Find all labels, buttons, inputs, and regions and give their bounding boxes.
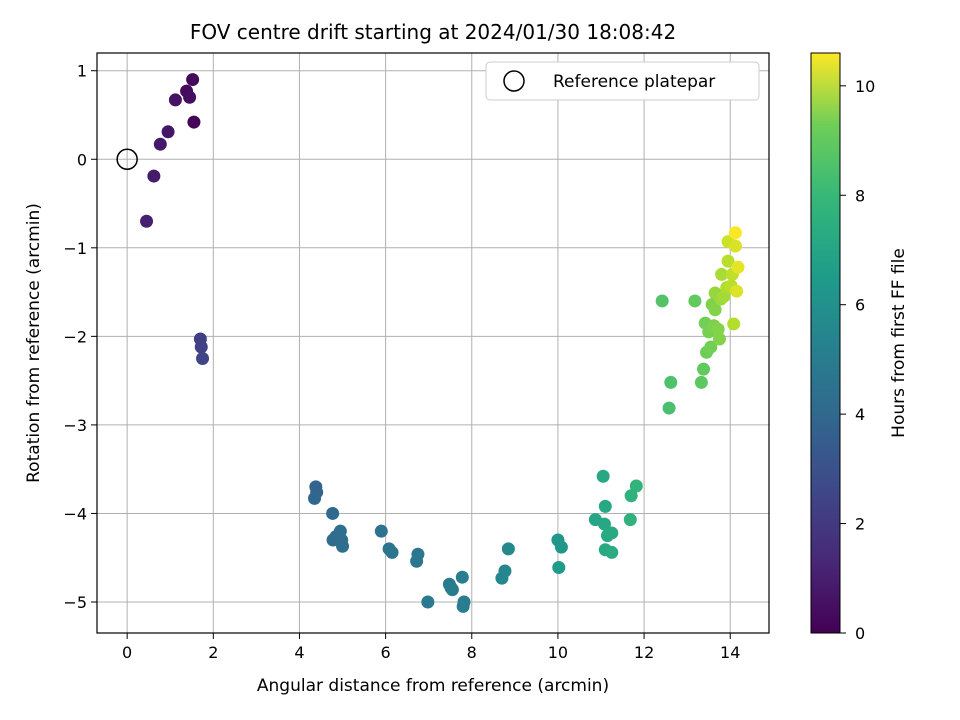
scatter-point [704,340,718,354]
y-tick-label: −1 [63,239,87,258]
scatter-point [598,499,612,513]
scatter-point [456,599,470,613]
scatter-point [688,294,702,308]
y-tick-label: 1 [77,62,87,81]
colorbar-tick-label: 10 [855,77,875,96]
scatter-point [623,513,637,527]
scatter-point [308,491,322,505]
scatter-point [597,517,611,531]
scatter-point [662,401,676,415]
legend-box [485,61,760,101]
scatter-point [385,545,399,559]
y-tick-label: −4 [63,504,87,523]
scatter-point [728,239,742,253]
grid-lines [97,53,769,633]
scatter-point [712,332,726,346]
colorbar-tick-label: 0 [855,624,865,643]
chart-title: FOV centre drift starting at 2024/01/30 … [190,20,676,44]
scatter-point [727,317,741,331]
scatter-point [711,322,725,336]
scatter-point [196,351,210,365]
scatter-point [624,489,638,503]
x-tick-label: 6 [381,643,391,662]
scatter-point [655,294,669,308]
colorbar-tick-label: 4 [855,405,865,424]
scatter-point [444,581,458,595]
scatter-point [410,554,424,568]
scatter-point [664,375,678,389]
colorbar-label: Hours from first FF file [889,248,909,438]
x-tick-label: 12 [634,643,654,662]
scatter-point [161,125,175,139]
y-tick-label: −5 [63,593,87,612]
x-tick-label: 8 [467,643,477,662]
scatter-point [731,260,745,274]
colorbar-ticks: 0 2 4 6 8 10 [840,77,875,643]
legend-marker-open-circle [503,70,525,92]
x-tick-label: 10 [548,643,568,662]
scatter-points [140,73,745,613]
scatter-point [153,137,167,151]
x-tick-label: 2 [208,643,218,662]
y-axis-label: Rotation from reference (arcmin) [24,203,44,483]
scatter-point [147,169,161,183]
y-tick-label: −3 [63,416,87,435]
scatter-point [168,93,182,107]
reference-marker [116,148,138,171]
scatter-point [605,545,619,559]
scatter-point [730,284,744,298]
scatter-point [697,362,711,376]
scatter-point [605,526,619,540]
y-axis-ticks: 1 0 −1 −2 −3 −4 −5 [63,62,97,612]
x-axis-label: Angular distance from reference (arcmin) [257,676,609,696]
scatter-point [336,539,350,553]
scatter-point [721,254,735,268]
scatter-point [552,560,566,574]
scatter-point [374,524,388,538]
scatter-point [187,115,201,129]
x-tick-label: 14 [720,643,740,662]
scatter-point [498,564,512,578]
scatter-point [455,570,469,584]
x-tick-label: 0 [122,643,132,662]
legend: Reference platepar [485,61,760,101]
y-tick-label: 0 [77,150,87,169]
scatter-point [501,542,515,556]
scatter-point [694,375,708,389]
legend-label: Reference platepar [553,72,715,92]
x-axis-ticks: 0 2 4 6 8 10 12 14 [122,633,740,662]
scatter-point [708,303,722,317]
scatter-point [421,595,435,609]
scatter-point [140,214,154,228]
colorbar-tick-label: 2 [855,515,865,534]
scatter-point [183,90,197,104]
colorbar-tick-label: 8 [855,186,865,205]
y-tick-label: −2 [63,327,87,346]
scatter-point [326,506,340,520]
colorbar-gradient [810,52,841,634]
scatter-point [629,479,643,493]
scatter-point [728,226,742,240]
scatter-point [715,267,729,281]
scatter-point [554,540,568,554]
scatter-point [194,340,208,354]
colorbar-tick-label: 6 [855,296,865,315]
x-tick-label: 4 [294,643,304,662]
scatter-point [596,469,610,483]
scatter-point [186,73,200,87]
reference-platepar-marker [116,148,138,171]
plot-frame [96,52,770,634]
colorbar: 0 2 4 6 8 10 Hours from first FF file [810,52,909,643]
